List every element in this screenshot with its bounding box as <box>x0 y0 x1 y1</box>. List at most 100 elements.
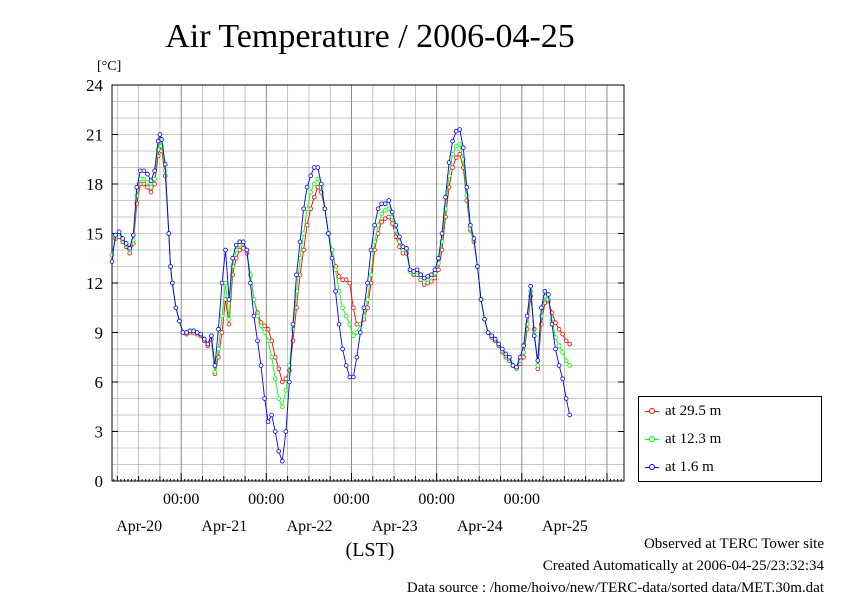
data-point <box>482 316 487 322</box>
data-point <box>157 132 163 137</box>
data-point <box>567 363 573 368</box>
data-point <box>148 189 154 195</box>
data-point <box>283 429 289 434</box>
data-point <box>336 321 342 327</box>
data-point <box>432 267 438 273</box>
data-point <box>379 219 384 225</box>
data-point <box>240 246 246 251</box>
data-point <box>336 274 342 279</box>
legend-label: at 29.5 m <box>665 402 722 419</box>
data-point <box>382 208 388 213</box>
data-point <box>311 194 317 200</box>
legend-swatch <box>645 434 659 444</box>
data-point <box>340 346 345 352</box>
data-point <box>439 231 445 236</box>
data-point <box>510 363 516 368</box>
data-point <box>120 236 125 241</box>
legend-entry: at 1.6 m <box>645 458 714 476</box>
data-point <box>411 269 416 274</box>
data-point <box>216 326 221 332</box>
data-point <box>262 396 267 401</box>
data-point <box>265 338 271 344</box>
x-tick-label-time: 00:00 <box>248 491 284 508</box>
data-point <box>492 336 498 342</box>
data-point <box>524 313 530 319</box>
legend-entry: at 29.5 m <box>645 402 721 420</box>
data-point <box>556 343 562 349</box>
data-point <box>499 346 505 352</box>
data-point <box>148 178 154 184</box>
data-point <box>365 297 370 302</box>
data-point <box>443 194 448 200</box>
x-tick-label-time: 00:00 <box>163 491 199 508</box>
data-point <box>226 297 232 302</box>
x-tick-label-date: Apr-23 <box>372 518 418 535</box>
data-point <box>517 354 523 360</box>
data-point <box>319 181 324 187</box>
data-point <box>446 160 452 165</box>
data-point <box>170 280 175 286</box>
data-point <box>113 232 118 238</box>
data-point <box>450 152 455 157</box>
data-point <box>262 330 267 335</box>
data-point <box>109 259 115 264</box>
data-point <box>535 363 541 368</box>
data-point <box>134 185 140 190</box>
data-point <box>457 127 463 132</box>
data-point <box>141 168 147 174</box>
data-point <box>304 185 310 190</box>
data-point <box>553 320 558 325</box>
data-point <box>145 180 150 185</box>
data-point <box>184 330 189 335</box>
data-point <box>258 323 264 329</box>
data-point <box>414 267 420 273</box>
data-point <box>546 292 551 297</box>
data-point <box>168 264 173 269</box>
data-point <box>350 333 356 339</box>
data-point <box>553 346 558 352</box>
data-point <box>478 297 484 302</box>
data-point <box>272 376 278 382</box>
x-axis-label: (LST) <box>346 539 395 561</box>
data-point <box>333 288 338 294</box>
data-point <box>358 330 363 335</box>
data-point <box>549 321 555 327</box>
data-point <box>212 369 218 375</box>
data-point <box>361 305 367 311</box>
data-point <box>418 272 423 278</box>
data-point <box>269 412 274 418</box>
data-point <box>375 206 381 212</box>
data-point <box>453 155 459 160</box>
data-point <box>397 234 402 240</box>
data-point <box>354 354 360 360</box>
data-point <box>152 176 157 182</box>
data-point <box>404 246 409 251</box>
data-point <box>134 193 140 198</box>
legend: at 29.5 m at 12.3 m at 1.6 m <box>638 396 822 482</box>
data-point <box>173 305 179 311</box>
data-point <box>280 458 285 464</box>
data-point <box>123 241 129 246</box>
data-point <box>141 176 147 182</box>
x-tick-label-date: Apr-22 <box>287 518 333 535</box>
data-point <box>177 318 182 324</box>
data-point <box>329 255 335 261</box>
chart-title: Air Temperature / 2006-04-25 <box>165 18 575 55</box>
data-point <box>457 152 463 157</box>
data-point <box>251 313 257 319</box>
data-point <box>567 341 573 347</box>
data-point <box>347 280 353 286</box>
y-tick-label: 24 <box>86 76 104 95</box>
data-point <box>400 244 406 250</box>
data-point <box>280 379 285 385</box>
data-point <box>198 331 204 337</box>
data-point <box>457 142 463 147</box>
data-point <box>315 176 321 182</box>
data-point <box>556 363 562 368</box>
data-point <box>276 366 282 372</box>
data-point <box>521 343 526 349</box>
data-point <box>287 379 292 385</box>
data-point <box>390 209 395 215</box>
data-point <box>453 143 459 149</box>
data-point <box>450 165 455 170</box>
